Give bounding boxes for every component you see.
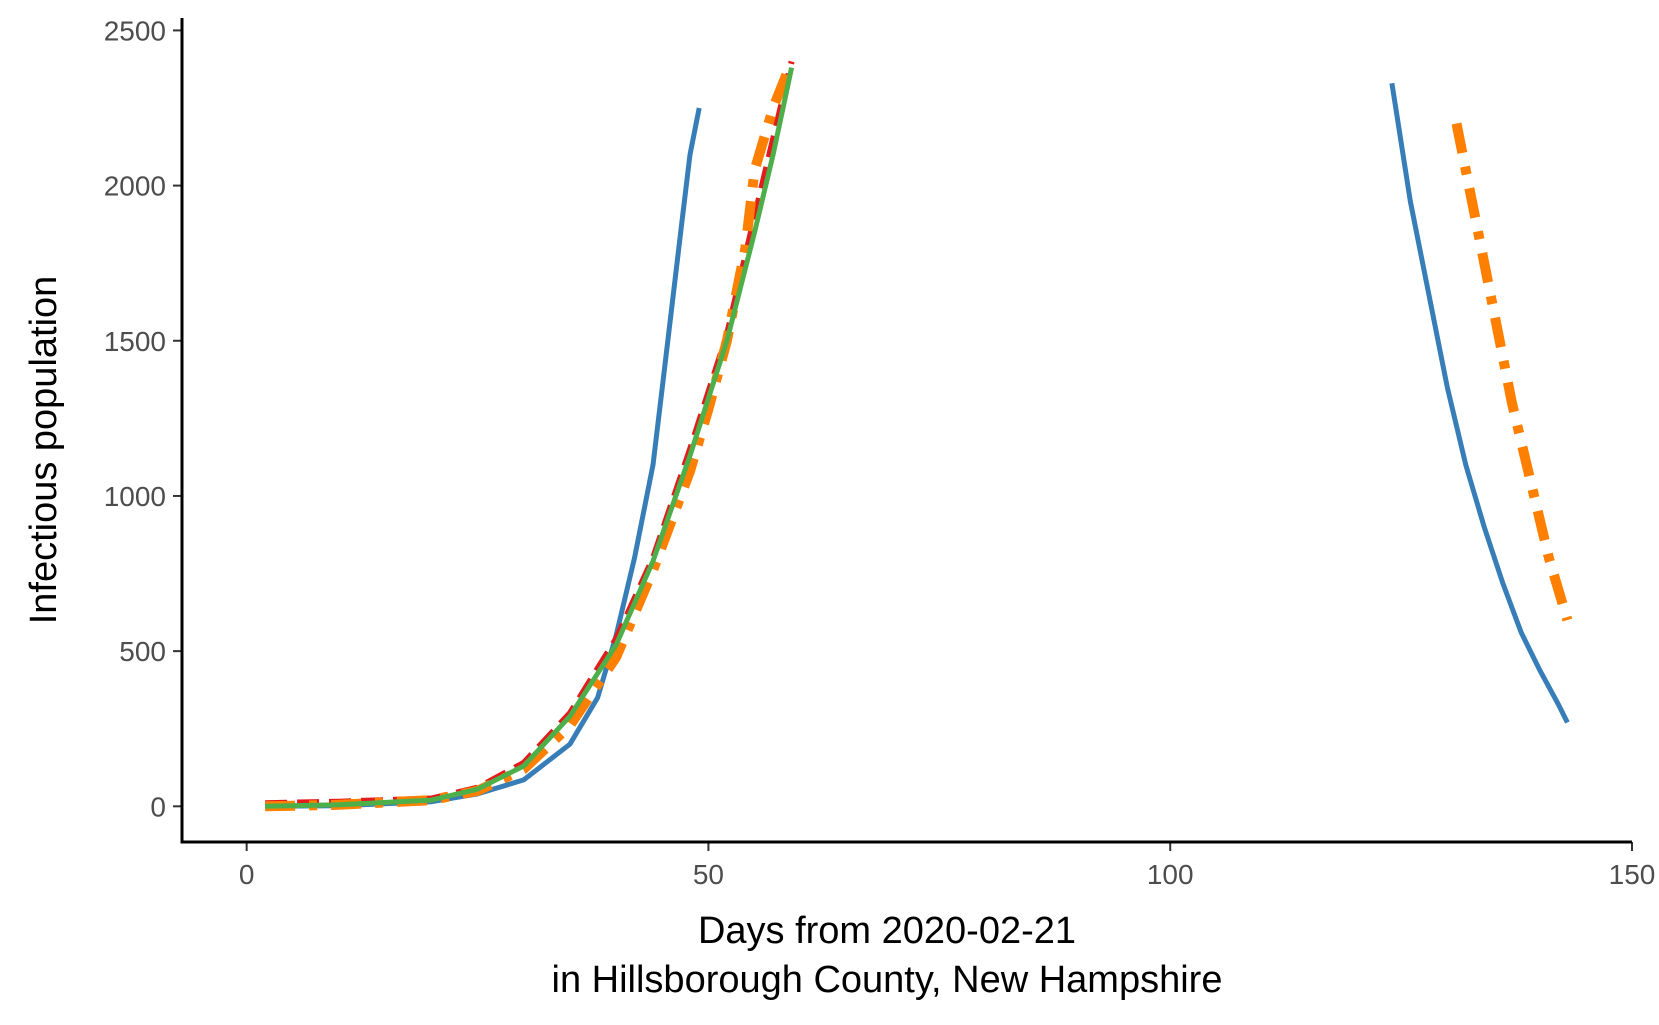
y-tick-label: 500 <box>119 636 166 667</box>
y-tick-label: 0 <box>150 791 166 822</box>
y-tick-label: 1500 <box>104 326 166 357</box>
x-axis-ticks: 0 50 100 150 <box>239 842 1655 890</box>
x-tick-label: 100 <box>1147 859 1194 890</box>
x-tick-label: 150 <box>1609 859 1656 890</box>
y-axis-title: Infectious population <box>23 276 65 625</box>
x-axis-title-line-2: in Hillsborough County, New Hampshire <box>552 959 1223 1001</box>
y-axis-ticks: 0 500 1000 1500 2000 2500 <box>104 15 182 822</box>
x-tick-label: 50 <box>693 859 724 890</box>
x-tick-label: 0 <box>239 859 255 890</box>
series-1-line-segment-1 <box>265 107 702 809</box>
y-tick-label: 2000 <box>104 171 166 202</box>
series-3-line-segment-2 <box>1451 122 1573 622</box>
series-1-line-segment-2 <box>1389 82 1570 724</box>
y-tick-label: 1000 <box>104 481 166 512</box>
y-tick-label: 2500 <box>104 15 166 46</box>
series-3-line-segment-1 <box>264 59 797 812</box>
series-lines <box>264 59 1573 812</box>
series-2-line-segment-1 <box>265 60 795 807</box>
x-axis-title-line-1: Days from 2020-02-21 <box>698 910 1076 952</box>
series-4-line-segment-1 <box>265 67 795 809</box>
